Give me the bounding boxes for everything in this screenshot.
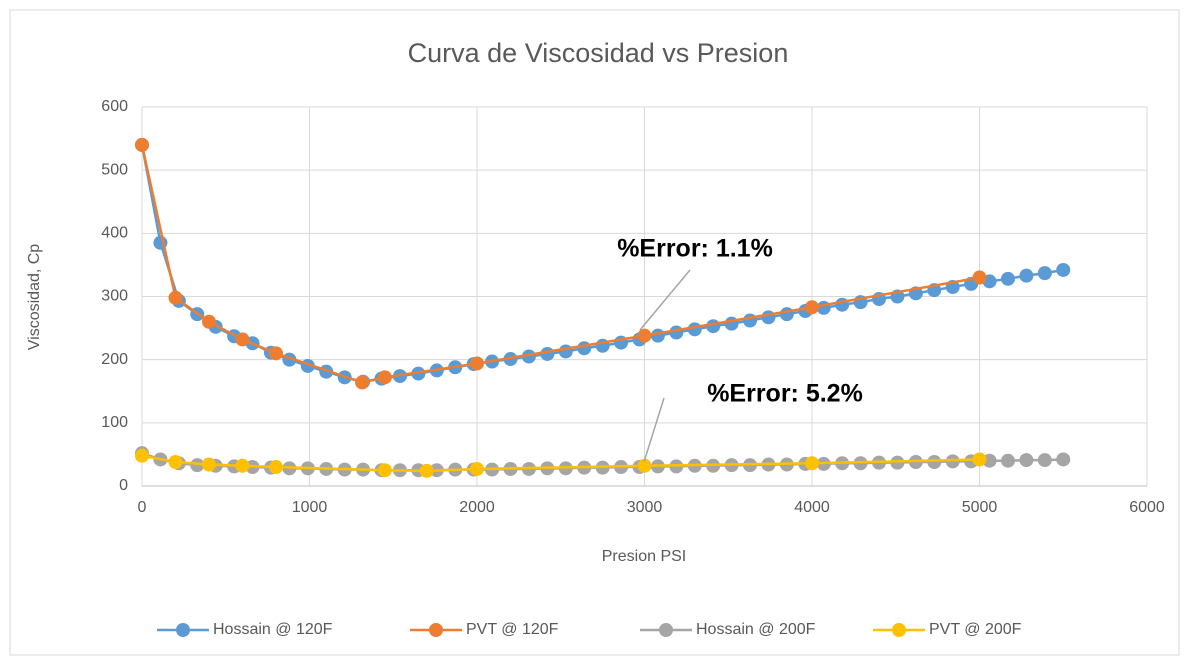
annotation: %Error: 5.2% [707, 380, 863, 408]
data-point [1000, 271, 1015, 286]
y-tick-label: 600 [101, 98, 128, 115]
x-tick-label: 2000 [459, 499, 495, 516]
legend-marker [892, 623, 906, 637]
annotation: %Error: 1.1% [617, 235, 773, 263]
legend-label: Hossain @ 200F [696, 621, 816, 638]
data-point [650, 328, 665, 343]
x-axis-label: Presion PSI [602, 548, 686, 565]
annotation-leader [639, 269, 691, 331]
data-point [1019, 453, 1034, 468]
chart-border [9, 9, 1180, 656]
data-point [743, 313, 758, 328]
legend-label: PVT @ 200F [929, 621, 1022, 638]
y-tick-label: 0 [119, 477, 128, 494]
data-point [235, 332, 250, 347]
data-point [377, 463, 392, 478]
data-point [779, 307, 794, 322]
data-point [202, 457, 216, 472]
data-point [706, 319, 721, 334]
data-point [470, 461, 484, 476]
data-point [135, 137, 149, 152]
y-tick-label: 500 [101, 161, 128, 178]
data-point [540, 346, 555, 361]
x-tick-label: 5000 [962, 499, 998, 516]
data-point [269, 346, 283, 361]
data-point [419, 463, 434, 478]
y-tick-label: 300 [101, 288, 128, 305]
legend-label: PVT @ 120F [466, 621, 559, 638]
data-point [687, 322, 702, 337]
data-point [637, 458, 652, 473]
y-tick-label: 100 [101, 414, 128, 431]
data-point [1056, 262, 1071, 277]
x-tick-label: 1000 [292, 499, 328, 516]
data-point [805, 456, 819, 471]
data-point [1019, 268, 1034, 283]
legend-marker [176, 623, 190, 637]
data-point [637, 328, 652, 343]
data-point [470, 356, 484, 371]
legend-label: Hossain @ 120F [213, 621, 333, 638]
data-point [927, 454, 942, 469]
x-tick-label: 3000 [627, 499, 663, 516]
data-point [202, 314, 216, 329]
data-point [761, 310, 776, 325]
data-point [1000, 453, 1015, 468]
data-point [355, 375, 370, 390]
legend-marker [659, 623, 673, 637]
data-point [377, 370, 392, 385]
data-point [805, 300, 819, 315]
legend-marker [429, 623, 443, 637]
y-tick-label: 400 [101, 225, 128, 242]
data-point [890, 455, 905, 470]
data-point [1037, 453, 1052, 468]
chart-title: Curva de Viscosidad vs Presion [408, 38, 789, 68]
data-point [558, 344, 573, 359]
y-axis-label: Viscosidad, Cp [26, 244, 43, 351]
data-point [972, 270, 987, 285]
data-point [269, 460, 283, 475]
data-point [1037, 266, 1052, 281]
annotation-leader [643, 397, 665, 463]
data-point [168, 454, 183, 469]
y-tick-label: 200 [101, 351, 128, 368]
data-point [669, 325, 684, 340]
x-tick-label: 6000 [1129, 499, 1165, 516]
data-point [972, 452, 987, 467]
data-point [724, 316, 739, 331]
data-point [190, 458, 205, 473]
data-point [577, 341, 592, 356]
data-point [168, 290, 183, 305]
data-point [1056, 452, 1071, 467]
data-point [235, 458, 250, 473]
data-point [135, 448, 149, 463]
x-tick-label: 0 [138, 499, 147, 516]
data-point [945, 454, 960, 469]
x-tick-label: 4000 [794, 499, 830, 516]
